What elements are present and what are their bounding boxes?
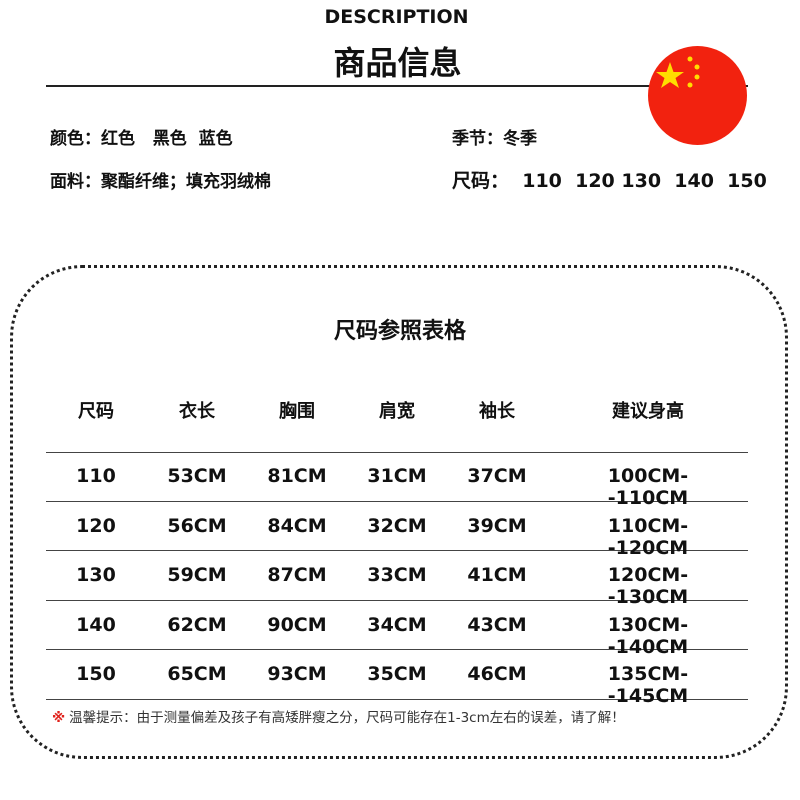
tip-note: ※ 温馨提示：由于测量偏差及孩子有高矮胖瘦之分，尺码可能存在1-3cm左右的误差，… [52, 706, 625, 726]
row-divider [46, 452, 748, 453]
table-cell: 130CM--140CM [607, 613, 689, 658]
table-cell: 37CM [467, 465, 527, 487]
table-cell: 100CM--110CM [607, 465, 689, 509]
column-header: 胸围 [279, 401, 315, 422]
size-chart-title: 尺码参照表格 [333, 319, 466, 344]
row-divider [46, 699, 748, 700]
table-cell: 65CM [167, 663, 227, 685]
row-divider [46, 501, 748, 502]
table-cell: 120 [76, 514, 116, 537]
sizes-info: 尺码： 110 120 130 140 150 [452, 170, 767, 192]
column-header: 肩宽 [379, 401, 415, 422]
divider [46, 85, 748, 87]
column-header: 尺码 [78, 401, 114, 422]
tip-text: 温馨提示：由于测量偏差及孩子有高矮胖瘦之分，尺码可能存在1-3cm左右的误差，请… [69, 710, 625, 726]
table-cell: 110CM--120CM [607, 514, 689, 559]
table-cell: 33CM [367, 564, 427, 586]
table-cell: 56CM [167, 514, 227, 537]
table-cell: 43CM [467, 613, 527, 636]
column-header: 衣长 [179, 401, 215, 422]
table-cell: 81CM [267, 465, 327, 487]
table-cell: 93CM [267, 663, 327, 685]
table-cell: 84CM [267, 514, 327, 537]
table-cell: 41CM [467, 564, 527, 586]
table-cell: 110 [76, 465, 116, 487]
table-cell: 150 [76, 663, 116, 685]
page-title: 商品信息 [333, 44, 462, 82]
reference-mark-icon: ※ [52, 710, 66, 726]
table-cell: 90CM [267, 613, 327, 636]
table-cell: 53CM [167, 465, 227, 487]
description-label: DESCRIPTION [324, 6, 469, 28]
table-cell: 35CM [367, 663, 427, 685]
table-cell: 59CM [167, 564, 227, 586]
table-cell: 120CM--130CM [607, 564, 689, 608]
color-info: 颜色：红色 黑色 蓝色 [50, 129, 233, 149]
row-divider [46, 649, 748, 650]
table-cell: 135CM--145CM [607, 663, 689, 707]
season-info: 季节：冬季 [452, 129, 537, 149]
table-cell: 87CM [267, 564, 327, 586]
table-cell: 32CM [367, 514, 427, 537]
size-chart-frame [10, 265, 788, 759]
material-info: 面料：聚酯纤维；填充羽绒棉 [50, 172, 271, 192]
china-flag-icon [648, 46, 747, 145]
table-cell: 62CM [167, 613, 227, 636]
table-cell: 39CM [467, 514, 527, 537]
row-divider [46, 550, 748, 551]
table-cell: 46CM [467, 663, 527, 685]
column-header: 袖长 [479, 401, 515, 422]
table-cell: 31CM [367, 465, 427, 487]
column-header: 建议身高 [612, 401, 684, 422]
table-cell: 130 [76, 564, 116, 586]
table-cell: 34CM [367, 613, 427, 636]
table-cell: 140 [76, 613, 116, 636]
row-divider [46, 600, 748, 601]
